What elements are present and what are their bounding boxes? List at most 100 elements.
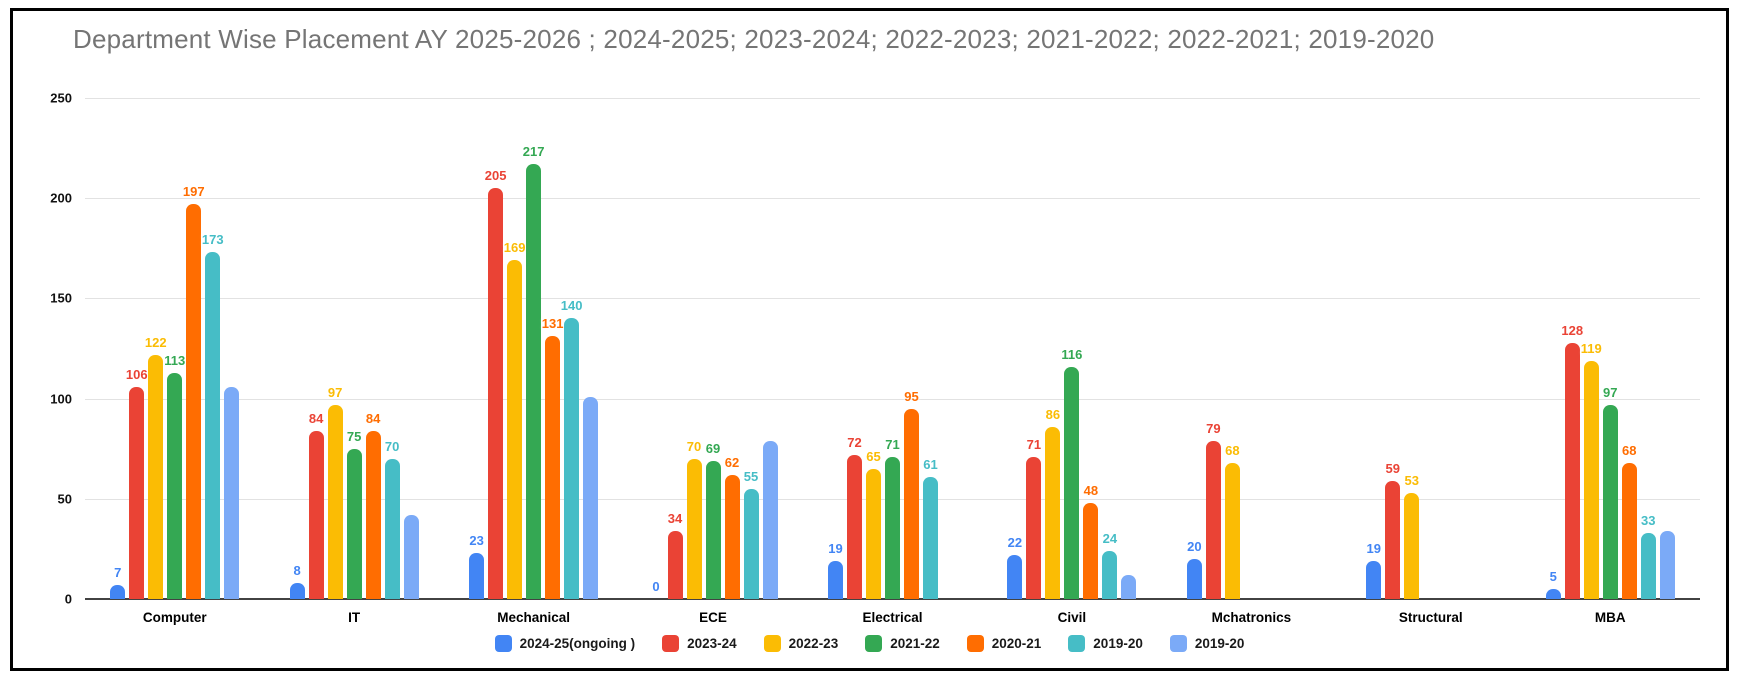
bar-it-201920-s5	[384, 458, 400, 599]
legend-item-5: 2019-20	[1068, 635, 1143, 652]
legend: 2024-25(ongoing ) 2023-24 2022-23 2021-22 20…	[13, 635, 1726, 652]
bar-value-label: 122	[144, 334, 167, 350]
bar-slot: 7	[110, 565, 126, 599]
bar-group-civil: 22 71 86 116 48 24 Civil	[982, 98, 1161, 625]
bar-value-label: 48	[1083, 482, 1099, 498]
bar-ece-202324-s1	[667, 530, 683, 599]
bar-value-label: 205	[484, 168, 507, 184]
bar-value-label: 86	[1045, 406, 1061, 422]
bar-value-label: 68	[1225, 442, 1240, 458]
bar-slot: 84	[308, 411, 324, 599]
bar-electrical-202223-s2	[865, 468, 881, 599]
bar-group-it: 8 84 97 75 84 70 IT	[264, 98, 443, 625]
bar-slot: 62	[724, 455, 740, 599]
bar-value-label: 19	[828, 540, 843, 556]
legend-swatch-icon	[1169, 635, 1187, 652]
legend-swatch-icon	[763, 635, 781, 652]
bar-slot: 5	[1545, 569, 1561, 599]
bar-value-label: 69	[705, 440, 721, 456]
bar-value-label: 113	[164, 352, 186, 368]
bar-ece-202223-s2	[686, 458, 702, 599]
bar-slot	[1121, 574, 1137, 599]
bar-slot: 53	[1404, 473, 1420, 599]
bar-slot: 59	[1385, 461, 1401, 599]
bar-slot: 169	[504, 240, 525, 599]
legend-label: 2021-22	[890, 636, 940, 651]
bar-value-label: 65	[866, 448, 881, 464]
x-axis-label-ece: ECE	[699, 610, 727, 625]
bar-it-202122-s3	[346, 448, 362, 599]
bar-slot: 116	[1061, 347, 1082, 599]
legend-label: 2024-25(ongoing )	[519, 636, 636, 651]
bar-computer-202223-s2	[148, 354, 164, 599]
bar-civil-202122-s3	[1064, 366, 1080, 599]
bar-value-label: 55	[743, 468, 759, 484]
bar-value-label: 140	[560, 298, 583, 314]
bar-value-label: 128	[1561, 322, 1584, 338]
bar-slot: 68	[1621, 443, 1637, 599]
bar-slot	[762, 440, 778, 599]
bar-value-label: 169	[503, 240, 526, 256]
bar-structural-202324-s1	[1385, 480, 1401, 599]
bar-slot: 113	[164, 353, 185, 599]
bar-value-label: 72	[847, 434, 862, 450]
bar-mba-202425ongoing-s0	[1545, 588, 1561, 599]
bar-value-label: 119	[1580, 340, 1602, 356]
bar-slot: 205	[485, 168, 506, 599]
x-axis-baseline	[85, 598, 1700, 600]
bar-civil-202223-s2	[1045, 426, 1061, 599]
y-axis-tick-150: 150	[50, 290, 72, 306]
bar-value-label: 62	[724, 454, 740, 470]
bar-mechanical-202324-s1	[488, 188, 504, 599]
bar-group-computer: 7 106 122 113 197 173 Computer	[85, 98, 264, 625]
bar-slot: 173	[202, 232, 224, 599]
bar-computer-201920-s6	[224, 386, 240, 599]
bar-slot: 70	[384, 439, 400, 599]
legend-item-6: 2019-20	[1169, 635, 1244, 652]
legend-swatch-icon	[865, 635, 883, 652]
bar-it-202324-s1	[308, 430, 324, 599]
bar-mba-201920-s5	[1640, 532, 1656, 599]
bar-slot: 217	[523, 144, 544, 599]
bar-civil-201920-s5	[1102, 550, 1118, 599]
bar-value-label: 59	[1385, 460, 1401, 476]
bar-slot: 84	[365, 411, 381, 599]
bar-civil-202425ongoing-s0	[1007, 554, 1023, 599]
bar-value-label: 97	[327, 384, 343, 400]
bar-slot: 97	[327, 385, 343, 599]
bar-computer-202021-s4	[186, 204, 202, 599]
bar-ece-202021-s4	[724, 474, 740, 599]
legend-swatch-icon	[1068, 635, 1086, 652]
bar-slot: 140	[561, 298, 582, 599]
bar-value-label: 197	[182, 184, 205, 200]
bar-value-label: 84	[365, 410, 381, 426]
bar-value-label: 71	[885, 436, 900, 452]
gridline-100	[85, 398, 1700, 400]
bar-ece-202122-s3	[705, 460, 721, 599]
bar-mechanical-201920-s5	[564, 318, 580, 599]
bar-group-electrical: 19 72 65 71 95 61 Electrical	[803, 98, 982, 625]
bar-value-label: 0	[652, 579, 660, 594]
legend-swatch-icon	[662, 635, 680, 652]
bar-slot: 70	[686, 439, 702, 599]
bar-slot	[1659, 530, 1675, 599]
chart-title: Department Wise Placement AY 2025-2026 ;…	[73, 24, 1435, 54]
bar-mba-202324-s1	[1564, 342, 1580, 599]
bar-civil-202324-s1	[1026, 456, 1042, 599]
bar-slot: 95	[903, 389, 919, 599]
y-axis-tick-200: 200	[50, 190, 72, 206]
bar-value-label: 7	[114, 564, 122, 580]
bar-slot: 22	[1007, 535, 1023, 599]
bar-value-label: 34	[667, 510, 683, 526]
bar-structural-202223-s2	[1404, 492, 1420, 599]
bar-slot: 20	[1186, 539, 1202, 599]
y-axis-tick-250: 250	[50, 90, 72, 106]
bar-it-202021-s4	[365, 430, 381, 599]
legend-swatch-icon	[494, 635, 512, 652]
bar-slot: 19	[1366, 541, 1382, 599]
bar-mechanical-202021-s4	[545, 336, 561, 599]
gridline-200	[85, 198, 1700, 200]
bar-mba-202021-s4	[1621, 462, 1637, 599]
bar-electrical-202122-s3	[884, 456, 900, 599]
bar-slot: 55	[743, 469, 759, 599]
